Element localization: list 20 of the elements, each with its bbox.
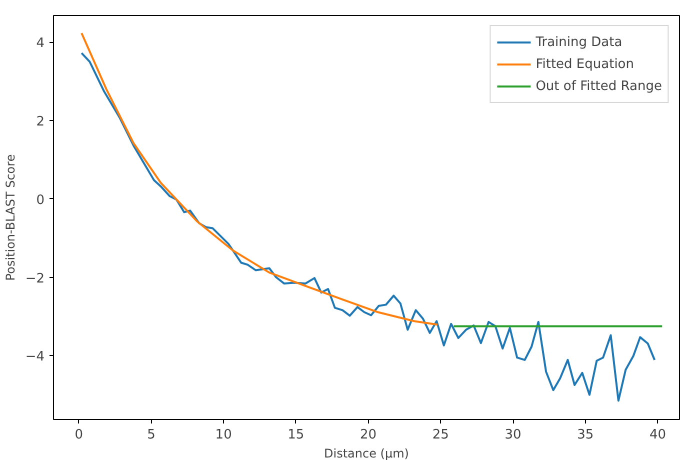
y-tick-label: 0 <box>36 192 45 208</box>
x-tick-label: 25 <box>432 428 449 442</box>
legend-label: Training Data <box>536 34 622 50</box>
y-tick-label: −4 <box>25 350 45 365</box>
x-tick-label: 10 <box>215 428 232 442</box>
legend-label: Fitted Equation <box>536 56 634 72</box>
y-tick-label: −2 <box>25 271 45 286</box>
x-tick-label: 35 <box>577 428 594 442</box>
x-tick-label: 30 <box>504 428 522 442</box>
legend-label: Out of Fitted Range <box>536 78 662 94</box>
x-tick-label: 5 <box>147 428 156 442</box>
x-tick-label: 40 <box>650 428 666 442</box>
x-tick-label: 20 <box>360 428 377 442</box>
y-tick-label: 2 <box>36 114 45 130</box>
x-tick-label: 0 <box>74 428 83 442</box>
x-axis-title: Distance (µm) <box>324 446 409 460</box>
y-tick-label: 4 <box>36 36 45 52</box>
line-series <box>80 32 438 326</box>
y-axis-title: Position-BLAST Score <box>3 154 18 281</box>
x-tick-label: 15 <box>288 428 304 442</box>
